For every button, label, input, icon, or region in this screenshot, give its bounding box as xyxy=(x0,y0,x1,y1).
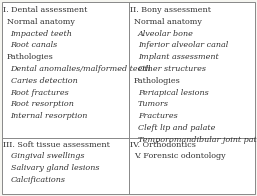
Text: IV. Orthodontics: IV. Orthodontics xyxy=(130,141,196,149)
Text: II. Bony assessment: II. Bony assessment xyxy=(130,6,211,14)
Text: Temporomandibular joint pathosis: Temporomandibular joint pathosis xyxy=(138,136,257,144)
Text: Calcifications: Calcifications xyxy=(11,176,66,184)
Text: Cleft lip and palate: Cleft lip and palate xyxy=(138,124,215,132)
Text: Tumors: Tumors xyxy=(138,100,169,108)
Text: Other structures: Other structures xyxy=(138,65,206,73)
Text: Pathologies: Pathologies xyxy=(134,77,180,85)
Text: Gingival swellings: Gingival swellings xyxy=(11,152,84,160)
Text: Root resorption: Root resorption xyxy=(11,100,75,108)
Text: Pathologies: Pathologies xyxy=(7,53,53,61)
Text: Alveolar bone: Alveolar bone xyxy=(138,30,194,38)
Text: III. Soft tissue assessment: III. Soft tissue assessment xyxy=(3,141,110,149)
Text: Root fractures: Root fractures xyxy=(11,89,69,97)
Text: Salivary gland lesions: Salivary gland lesions xyxy=(11,164,99,172)
Text: Impacted teeth: Impacted teeth xyxy=(11,30,72,38)
Text: Root canals: Root canals xyxy=(11,41,58,49)
Text: Caries detection: Caries detection xyxy=(11,77,77,85)
Text: Internal resorption: Internal resorption xyxy=(11,112,88,120)
Text: Normal anatomy: Normal anatomy xyxy=(7,18,75,26)
Text: Inferior alveolar canal: Inferior alveolar canal xyxy=(138,41,228,49)
Text: Normal anatomy: Normal anatomy xyxy=(134,18,202,26)
Text: V. Forensic odontology: V. Forensic odontology xyxy=(134,152,225,160)
Text: Periapical lesions: Periapical lesions xyxy=(138,89,208,97)
Text: Implant assessment: Implant assessment xyxy=(138,53,218,61)
Text: I. Dental assessment: I. Dental assessment xyxy=(3,6,87,14)
Text: Fractures: Fractures xyxy=(138,112,178,120)
Text: Dental anomalies/malformed teeth: Dental anomalies/malformed teeth xyxy=(11,65,151,73)
